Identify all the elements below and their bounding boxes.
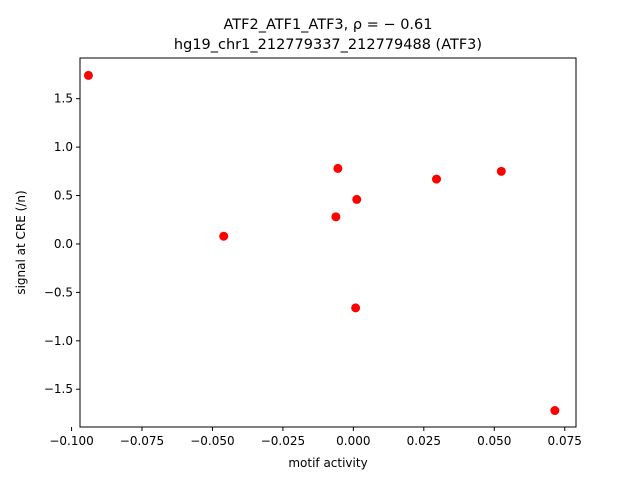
data-point — [351, 303, 361, 313]
data-point — [333, 163, 343, 173]
data-points — [83, 70, 560, 416]
data-point — [352, 194, 362, 204]
y-tick-label: 1.5 — [54, 92, 73, 106]
y-tick-label: −0.5 — [44, 285, 73, 299]
plot-frame — [79, 57, 577, 428]
data-point — [331, 212, 341, 222]
x-tick-label: 0.000 — [336, 434, 370, 448]
data-point — [550, 406, 560, 416]
chart-title-line1: ATF2_ATF1_ATF3, ρ = − 0.61 — [224, 17, 433, 33]
y-tick-label: −1.0 — [44, 334, 73, 348]
x-tick-label: −0.050 — [190, 434, 234, 448]
y-tick-label: 1.0 — [54, 140, 73, 154]
x-tick-label: −0.075 — [120, 434, 164, 448]
y-axis-label: signal at CRE (/n) — [14, 190, 28, 294]
chart-title-line2: hg19_chr1_212779337_212779488 (ATF3) — [174, 37, 482, 53]
x-axis-label: motif activity — [288, 456, 367, 470]
y-tick-label: 0.0 — [54, 237, 73, 251]
x-tick-label: −0.100 — [49, 434, 93, 448]
x-axis: −0.100 −0.075 −0.050 −0.025 0.000 0.025 0.050 0… — [49, 427, 582, 448]
data-point — [496, 166, 506, 176]
data-point — [83, 70, 93, 80]
x-tick-label: 0.025 — [407, 434, 441, 448]
y-axis: −1.5 −1.0 −0.5 0.0 0.5 1.0 1.5 — [44, 92, 80, 396]
x-tick-label: 0.050 — [477, 434, 511, 448]
y-tick-label: 0.5 — [54, 189, 73, 203]
data-point — [219, 231, 229, 241]
x-tick-label: 0.075 — [548, 434, 582, 448]
x-tick-label: −0.025 — [261, 434, 305, 448]
data-point — [432, 174, 441, 184]
y-tick-label: −1.5 — [44, 382, 73, 396]
